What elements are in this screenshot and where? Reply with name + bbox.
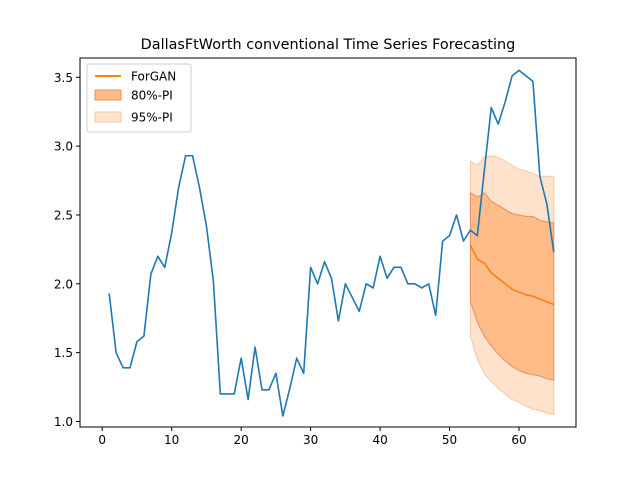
series-layer: [108, 69, 555, 417]
legend-pi95-label: 95%-PI: [131, 111, 173, 125]
plot-area-frame: [79, 57, 577, 428]
x-axis: 0 10 20 30 40 50 60: [98, 427, 527, 447]
legend: ForGAN 80%-PI 95%-PI: [86, 63, 192, 133]
legend-pi95-swatch: [94, 111, 122, 123]
y-tick-label: 1.0: [54, 415, 73, 429]
pi80-band-layer: [469, 192, 555, 381]
forecast-median-line: [469, 244, 555, 306]
x-tick-label: 0: [98, 433, 106, 447]
x-tick-label: 30: [303, 433, 318, 447]
x-tick-label: 60: [511, 433, 526, 447]
actual-series-line: [108, 69, 555, 417]
legend-pi80-label: 80%-PI: [131, 89, 173, 103]
y-tick-label: 3.0: [54, 140, 73, 154]
y-tick-label: 1.5: [54, 346, 73, 360]
x-tick-label: 20: [234, 433, 249, 447]
y-tick-label: 2.5: [54, 208, 73, 222]
x-tick-label: 10: [164, 433, 179, 447]
chart-title: DallasFtWorth conventional Time Series F…: [141, 37, 516, 53]
y-tick-label: 3.5: [54, 71, 73, 85]
x-tick-label: 40: [372, 433, 387, 447]
legend-forgan-label: ForGAN: [131, 70, 176, 84]
pi80-band: [469, 192, 555, 381]
legend-pi80-swatch: [94, 89, 122, 101]
y-axis: 1.0 1.5 2.0 2.5 3.0 3.5: [54, 71, 80, 429]
y-tick-label: 2.0: [54, 277, 73, 291]
x-tick-label: 50: [442, 433, 457, 447]
